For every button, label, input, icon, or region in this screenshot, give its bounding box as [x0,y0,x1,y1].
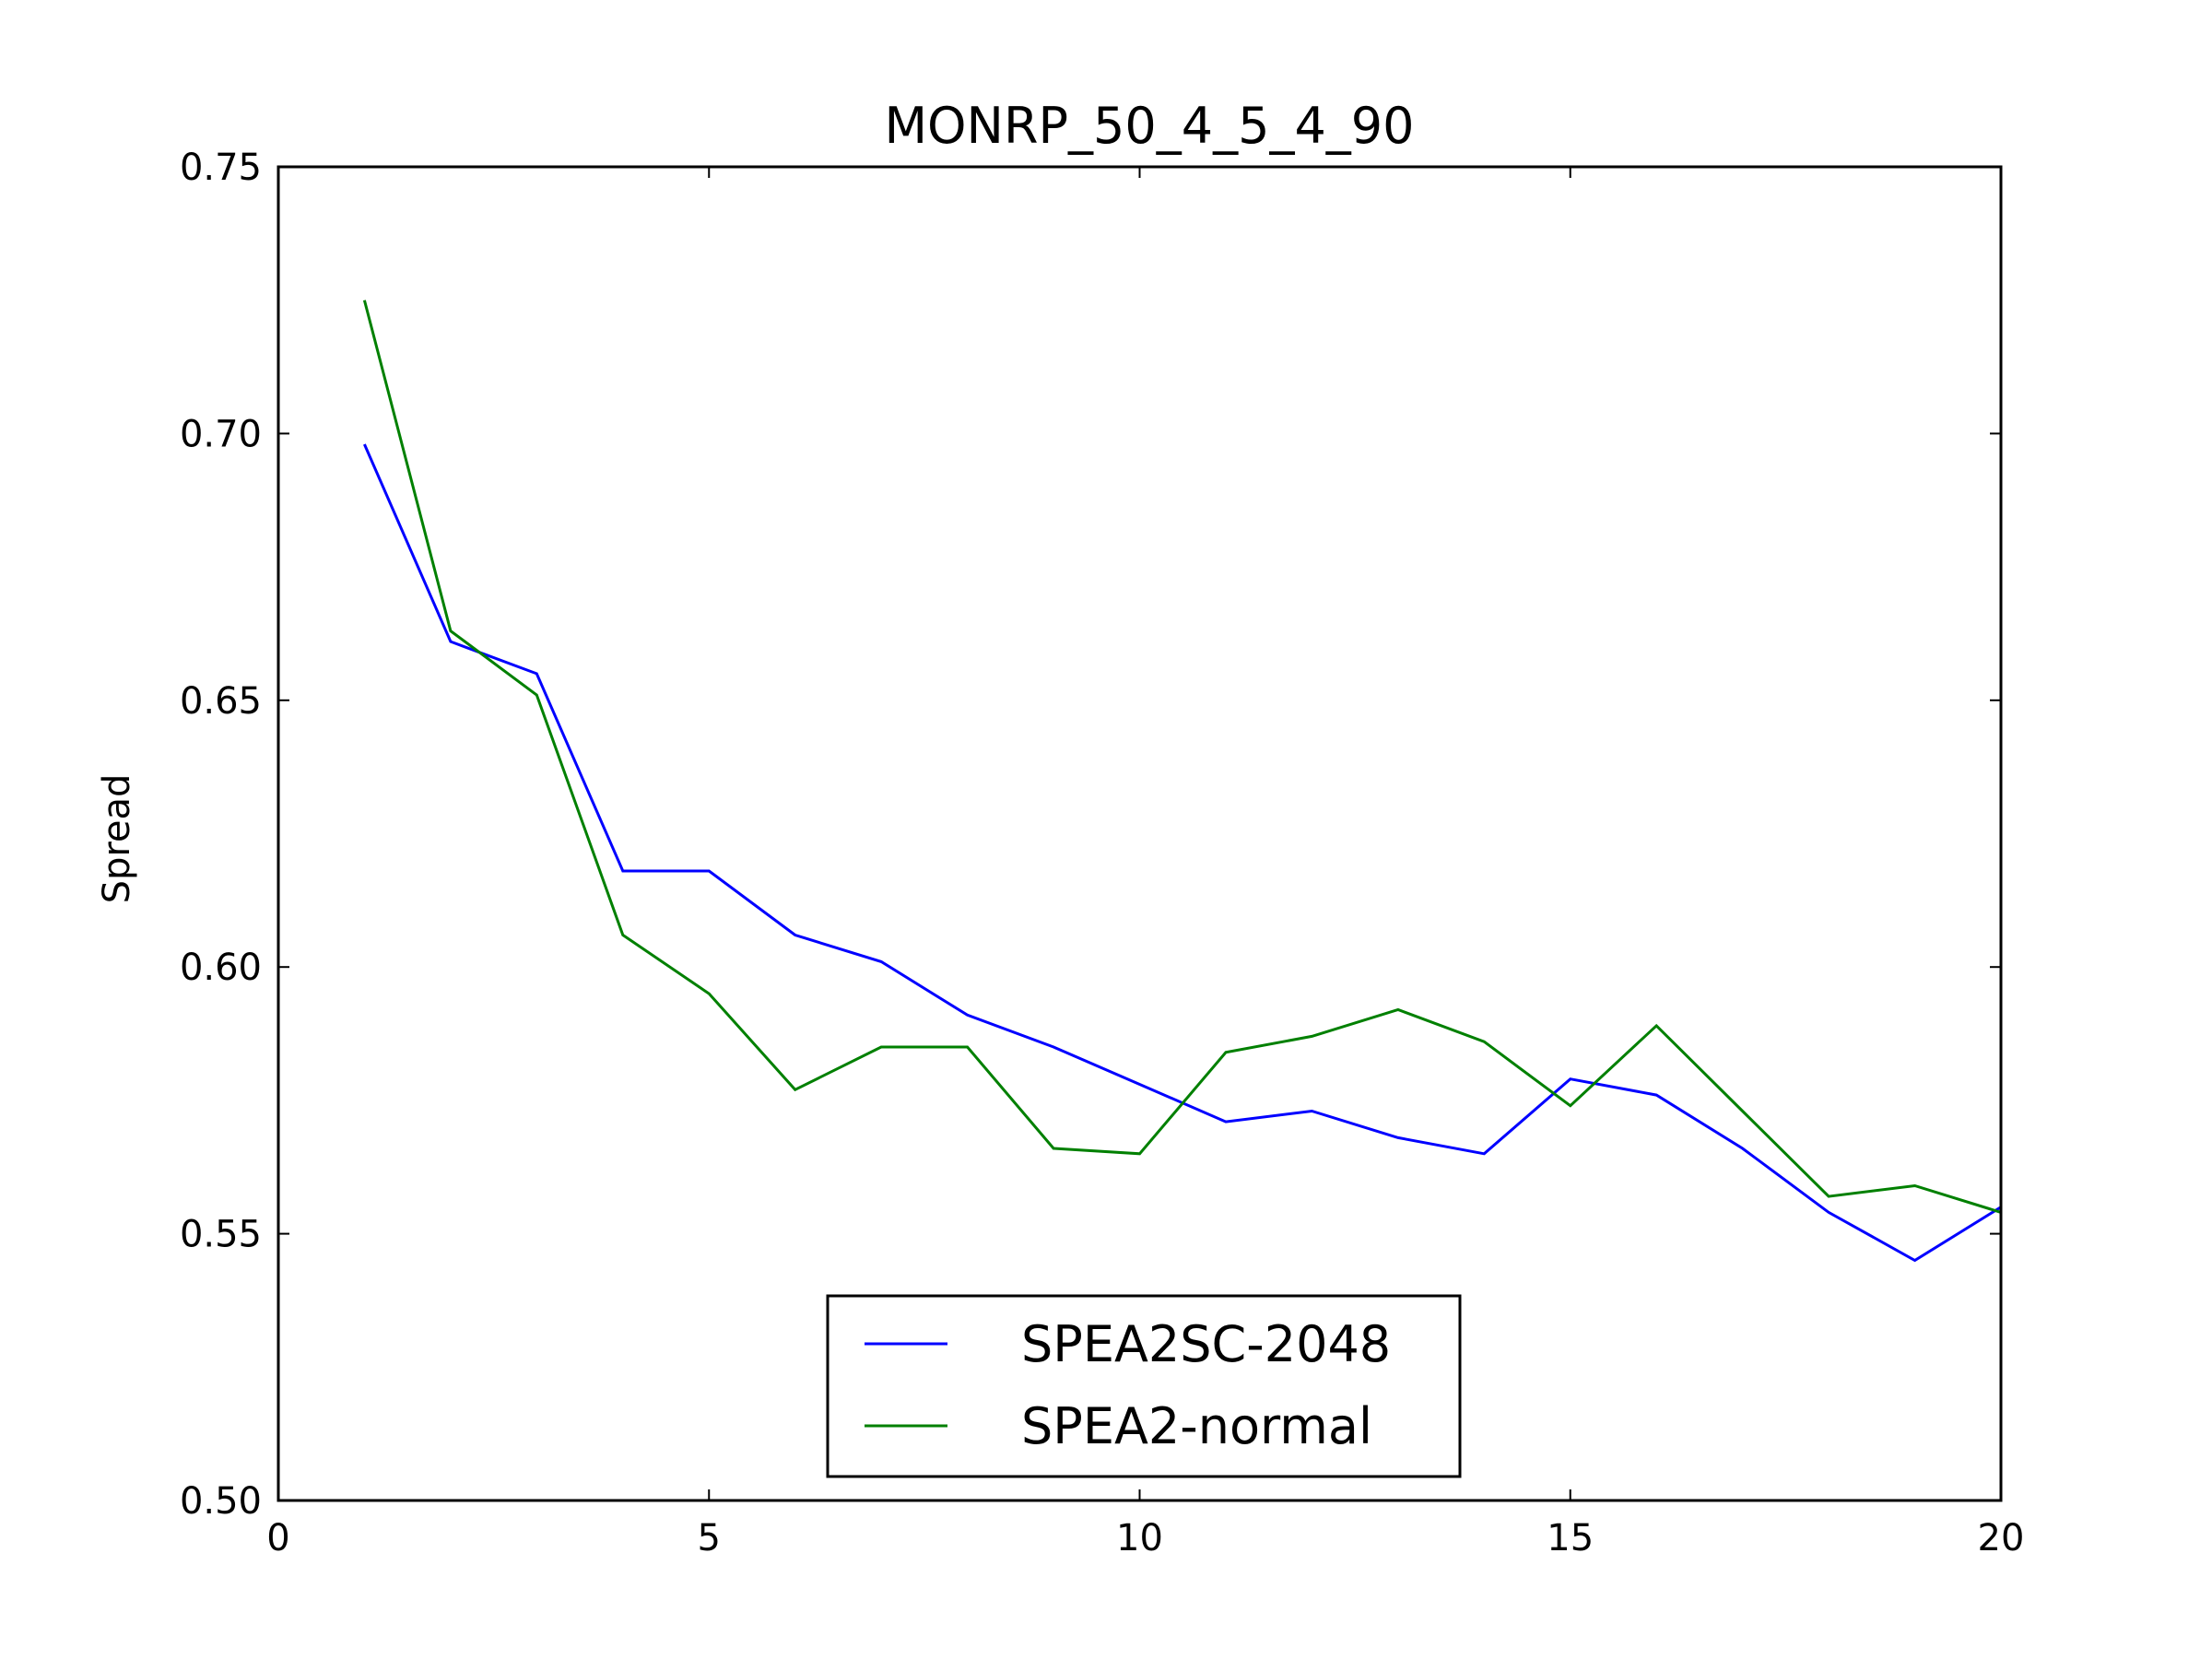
chart-title: MONRP_50_4_5_4_90 [884,97,1414,155]
x-tick-label: 15 [1547,1517,1594,1559]
y-tick-label: 0.60 [180,947,262,989]
y-tick-label: 0.55 [180,1214,262,1256]
x-tick-label: 0 [266,1517,289,1559]
x-tick-label: 5 [698,1517,721,1559]
ticks-layer: 0 5 10 15 20 0.50 0.55 0.60 0.65 0.70 0.75 [180,147,2025,1559]
series-line-1 [362,300,2002,1214]
x-tick-label: 20 [1978,1517,2025,1559]
legend-label-0: SPEA2SC-2048 [1021,1315,1391,1373]
series-layer [362,300,2002,1263]
y-tick-label: 0.65 [180,680,262,723]
x-tick-label: 10 [1116,1517,1163,1559]
legend-label-1: SPEA2-normal [1021,1397,1372,1455]
plot-frame [276,165,2003,1502]
y-tick-label: 0.75 [180,147,262,189]
legend: SPEA2SC-2048 SPEA2-normal [826,1294,1462,1478]
y-axis-label: Spread [96,774,138,904]
legend-box [826,1294,1462,1478]
y-tick-label: 0.70 [180,413,262,455]
y-tick-label: 0.50 [180,1480,262,1523]
